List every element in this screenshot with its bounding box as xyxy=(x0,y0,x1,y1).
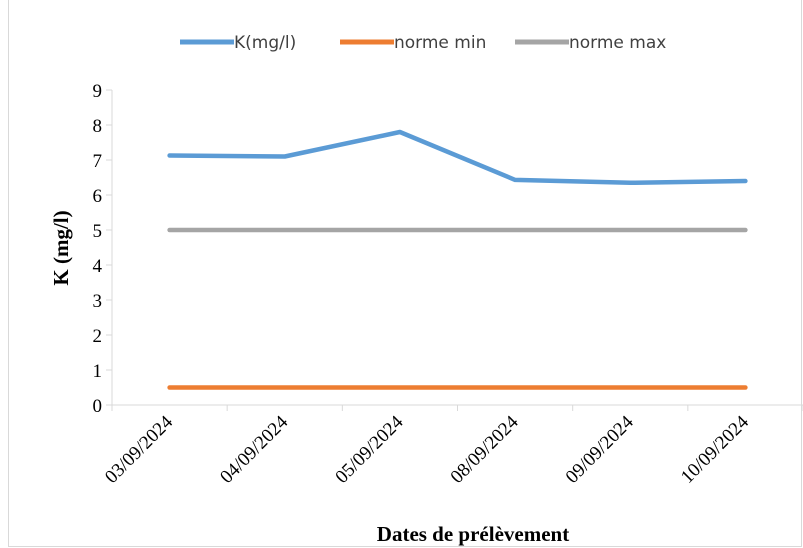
x-axis: 03/09/2024 04/09/2024 05/09/2024 08/09/2024… xyxy=(101,404,803,488)
y-tick-label: 1 xyxy=(93,361,103,382)
chart-area xyxy=(8,0,802,547)
legend-label: K(mg/l) xyxy=(234,33,296,53)
series-layer xyxy=(167,129,748,390)
y-tick-label: 3 xyxy=(93,291,103,312)
y-tick-label: 0 xyxy=(93,396,103,417)
y-tick-label: 2 xyxy=(93,326,103,347)
y-tick-label: 5 xyxy=(93,221,103,242)
y-tick-label: 9 xyxy=(93,81,103,102)
series-line-1 xyxy=(167,129,748,186)
y-tick-label: 7 xyxy=(93,151,103,172)
y-tick-label: 8 xyxy=(93,116,103,137)
x-tick-label: 08/09/2024 xyxy=(447,411,523,487)
x-tick-label: 04/09/2024 xyxy=(216,411,292,487)
y-tick-label: 6 xyxy=(93,186,103,207)
x-tick-label: 05/09/2024 xyxy=(331,411,407,487)
legend-label: norme max xyxy=(569,33,666,53)
legend-label: norme min xyxy=(394,33,486,53)
x-tick-label: 10/09/2024 xyxy=(677,411,753,487)
x-tick-label: 09/09/2024 xyxy=(562,411,638,487)
x-tick-label: 03/09/2024 xyxy=(101,411,177,487)
legend: K(mg/l) norme min norme max xyxy=(180,33,666,53)
y-tick-label: 4 xyxy=(93,256,103,277)
y-axis: 0 1 2 3 4 5 6 7 8 9 xyxy=(93,81,113,417)
y-axis-title: K (mg/l) xyxy=(49,210,73,285)
x-axis-title: Dates de prélèvement xyxy=(377,522,569,546)
